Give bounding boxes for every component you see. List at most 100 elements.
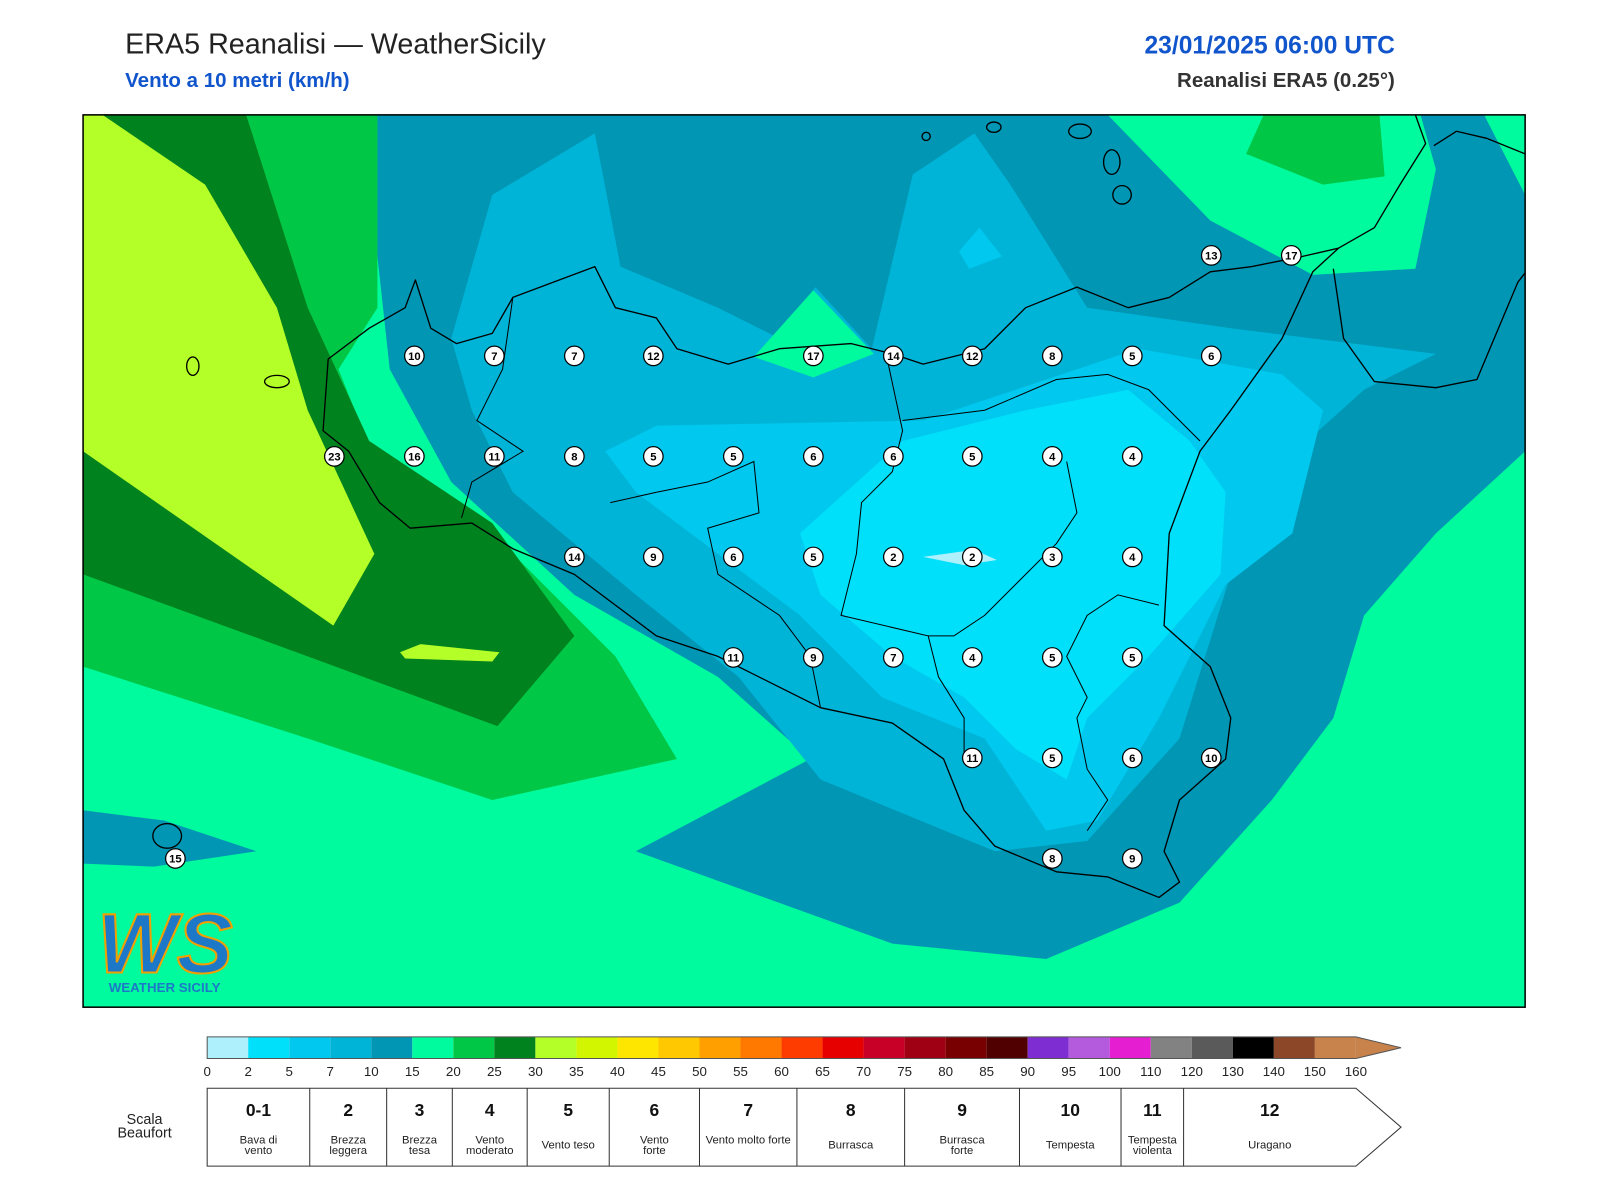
datetime: 23/01/2025 06:00 UTC	[1144, 32, 1395, 59]
station-value: 5	[650, 452, 656, 464]
province-border	[1066, 594, 1160, 832]
island	[186, 356, 200, 377]
colorbar-outline	[206, 1036, 1402, 1059]
station-value: 6	[1208, 351, 1214, 363]
station-value: 7	[890, 653, 896, 665]
colorbar-tick-label: 30	[528, 1064, 543, 1079]
logo-mark: WS	[97, 896, 232, 990]
station-value: 9	[810, 653, 816, 665]
colorbar-tick-label: 90	[1020, 1064, 1035, 1079]
colorbar-swatch	[330, 1036, 372, 1059]
station-marker	[1200, 747, 1222, 769]
colorbar-tick-label: 10	[364, 1064, 379, 1079]
colorbar-tick-label: 5	[286, 1064, 293, 1079]
station-value: 6	[730, 552, 736, 564]
island	[921, 131, 931, 142]
station-value: 5	[1129, 653, 1135, 665]
station-marker	[1121, 647, 1143, 668]
station-marker	[564, 446, 585, 467]
beaufort-scale: Scala Beaufort 0-1 Bava di vento 2 Brezza legge…	[117, 1087, 1402, 1167]
colorbar-tick-label: 60	[774, 1064, 789, 1079]
colorbar-tick-label: 75	[897, 1064, 912, 1079]
station-marker	[1041, 647, 1063, 668]
station-value: 6	[890, 452, 896, 464]
colorbar-tick-label: 120	[1181, 1064, 1203, 1079]
colorbar-swatch	[945, 1036, 987, 1059]
station-value: 13	[1205, 250, 1218, 262]
title: ERA5 Reanalisi — WeatherSicily	[125, 28, 546, 60]
station-marker	[564, 546, 585, 568]
colorbar-arrow	[1355, 1036, 1402, 1059]
colorbar-tick-label: 35	[569, 1064, 584, 1079]
colorbar-tick-label: 2	[244, 1064, 251, 1079]
station-marker	[483, 345, 505, 367]
island	[1112, 184, 1132, 205]
beaufort-force: 3	[415, 1100, 425, 1120]
station-marker	[1200, 245, 1222, 266]
beaufort-label: Vento molto forte	[706, 1135, 791, 1147]
map-frame	[82, 114, 1526, 1008]
station-marker	[802, 546, 824, 568]
beaufort-label: Vento moderato	[466, 1135, 514, 1157]
station-value: 4	[969, 653, 976, 665]
colorbar-tick-label: 110	[1140, 1064, 1161, 1079]
station-value: 8	[1049, 854, 1055, 866]
colorbar-swatch	[412, 1036, 454, 1059]
colorbar-tick-label: 130	[1222, 1064, 1244, 1079]
station-value: 5	[810, 552, 816, 564]
island	[152, 822, 183, 849]
colorbar-tick-label: 20	[446, 1064, 461, 1079]
station-marker	[961, 345, 983, 367]
colorbar-swatch	[248, 1036, 290, 1059]
station-marker	[1280, 245, 1302, 266]
station-marker	[961, 446, 983, 467]
colorbar-swatch	[535, 1036, 577, 1059]
station-marker	[1041, 446, 1063, 467]
colorbar-swatch	[986, 1036, 1028, 1059]
colorbar-swatch	[699, 1036, 741, 1059]
beaufort-label: Tempesta	[1046, 1140, 1096, 1152]
station-marker	[1121, 446, 1143, 467]
beaufort-force: 5	[563, 1100, 573, 1120]
station-value: 11	[488, 452, 500, 464]
island	[986, 121, 1002, 133]
station-value: 5	[969, 452, 975, 464]
colorbar-swatch	[1068, 1036, 1110, 1059]
station-marker	[882, 446, 904, 467]
station-value: 4	[1129, 552, 1136, 564]
station-marker	[722, 546, 744, 568]
island	[1068, 123, 1092, 140]
station-value: 7	[571, 351, 577, 363]
beaufort-force: 9	[957, 1100, 967, 1120]
station-marker	[961, 747, 983, 769]
subtitle: Vento a 10 metri (km/h)	[125, 69, 349, 92]
station-value: 11	[727, 653, 739, 665]
colorbar-tick-label: 7	[327, 1064, 334, 1079]
colorbar-tick-label: 25	[487, 1064, 502, 1079]
beaufort-force: 12	[1260, 1100, 1279, 1120]
station-value: 4	[1129, 452, 1136, 464]
colorbar-tick-label: 70	[856, 1064, 871, 1079]
station-marker	[1041, 345, 1063, 367]
beaufort-force: 2	[343, 1100, 353, 1120]
station-value: 3	[1049, 552, 1055, 564]
station-value: 2	[969, 552, 975, 564]
station-value: 5	[730, 452, 736, 464]
station-value: 8	[571, 452, 577, 464]
colorbar-tick-label: 150	[1304, 1064, 1326, 1079]
calabria-coastline	[1338, 114, 1427, 249]
beaufort-label: Tempesta violenta	[1128, 1135, 1178, 1157]
colorbar-swatch	[1027, 1036, 1069, 1059]
calabria-coastline	[1332, 268, 1526, 389]
station-value: 4	[1049, 452, 1056, 464]
colorbar-swatch	[904, 1036, 946, 1059]
beaufort-label: Vento forte	[640, 1135, 669, 1157]
station-marker	[722, 446, 744, 467]
station-value: 14	[887, 351, 900, 363]
contour-10-15	[83, 810, 257, 867]
station-value: 23	[328, 452, 341, 464]
station-marker	[802, 446, 824, 467]
colorbar-swatch	[1150, 1036, 1192, 1059]
